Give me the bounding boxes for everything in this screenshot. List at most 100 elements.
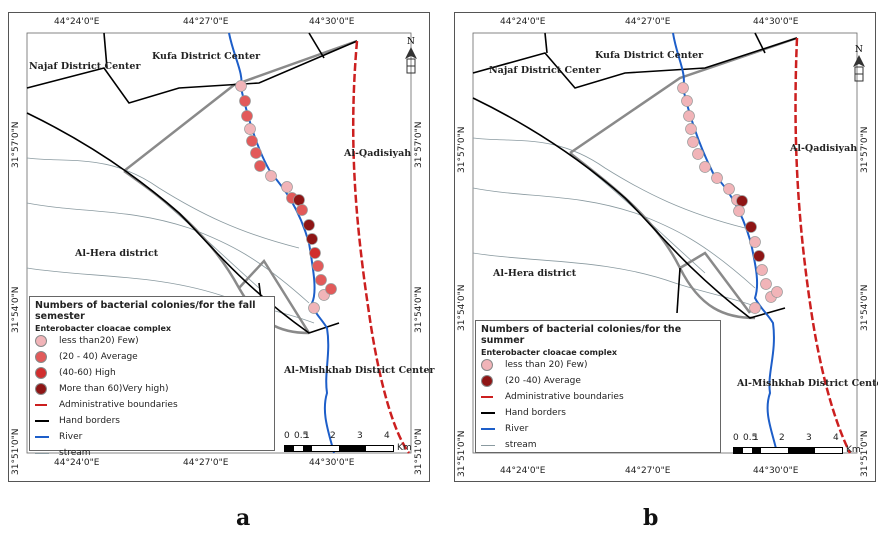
label-hera: Al-Hera district — [75, 248, 159, 259]
legend-dot-icon — [35, 335, 47, 347]
sample-point — [711, 172, 723, 184]
legend-item: Administrative boundaries — [481, 389, 715, 405]
legend-item-label: Hand borders — [505, 408, 566, 418]
sample-point — [309, 247, 321, 259]
legend-dot-icon — [35, 383, 47, 395]
legend-item-label: More than 60)Very high) — [59, 384, 169, 394]
sample-point — [753, 250, 765, 262]
hand-border-line — [472, 37, 798, 89]
sample-point — [733, 205, 745, 217]
road-line — [679, 251, 751, 314]
coord-bottom-2: 44°27'0"E — [625, 466, 671, 476]
legend-line-icon — [35, 436, 49, 438]
legend-item-label: stream — [505, 440, 537, 450]
coord-left-1: 31°57'0"N — [457, 126, 467, 173]
legend-line-icon — [481, 412, 495, 414]
stream-line — [574, 157, 706, 274]
scale-tick-label: 1 — [304, 431, 310, 441]
coord-right-2: 31°54'0"N — [414, 286, 424, 333]
sample-point — [250, 147, 262, 159]
legend-item: less than 20) Few) — [481, 357, 715, 373]
scale-ticks: 0 0.5 1 2 3 4 — [284, 431, 404, 443]
sample-point — [749, 302, 761, 314]
sample-point — [692, 148, 704, 160]
legend-items: less than 20) Few) (20 -40) Average Admini… — [481, 357, 715, 453]
stream-line — [26, 157, 300, 249]
sample-point — [687, 136, 699, 148]
sample-point — [308, 302, 320, 314]
legend-dot-icon — [481, 359, 493, 371]
scale-tick-label: 0.5 — [294, 431, 309, 441]
legend-line-icon — [481, 444, 495, 446]
scale-ticks: 0 0.5 1 2 3 4 — [733, 433, 853, 445]
svg-text:N: N — [855, 45, 863, 55]
legend-item: stream — [35, 445, 269, 461]
scale-tick-label: 0 — [733, 433, 739, 443]
label-qadisiyah: Al-Qadisiyah — [344, 148, 412, 159]
sample-point — [683, 110, 695, 122]
coord-left-2: 31°54'0"N — [11, 286, 21, 333]
coord-top-2: 44°27'0"E — [625, 17, 671, 27]
coord-left-1: 31°57'0"N — [11, 121, 21, 168]
label-najaf: Najaf District Center — [29, 61, 141, 72]
coord-bottom-1: 44°24'0"E — [54, 458, 100, 468]
north-arrow-icon: N — [405, 37, 417, 74]
sample-point — [677, 82, 689, 94]
sample-point — [315, 274, 327, 286]
coord-bottom-3: 44°30'0"E — [753, 466, 799, 476]
sample-point — [749, 236, 761, 248]
legend-item: (20 - 40) Average — [35, 349, 269, 365]
sample-point — [312, 260, 324, 272]
hand-border-line — [26, 40, 358, 104]
sample-point — [244, 123, 256, 135]
sample-point — [241, 110, 253, 122]
sample-point — [685, 123, 697, 135]
legend-item-label: Administrative boundaries — [505, 392, 624, 402]
sample-point — [303, 219, 315, 231]
caption-a: a — [236, 505, 251, 531]
legend-item: River — [35, 429, 269, 445]
legend-subtitle: Enterobacter cloacae complex — [481, 348, 618, 357]
label-mishkhab: Al-Mishkhab District Center — [284, 365, 435, 376]
sample-point — [246, 135, 258, 147]
legend-item-label: River — [59, 432, 83, 442]
svg-text:N: N — [407, 37, 415, 47]
legend-dot-icon — [35, 367, 47, 379]
legend-item: River — [481, 421, 715, 437]
legend-title: Numbers of bacterial colonies/for the fa… — [35, 300, 256, 322]
legend-items: less than20) Few) (20 - 40) Average (40-60… — [35, 333, 269, 461]
sample-point — [745, 221, 757, 233]
sample-point — [265, 170, 277, 182]
caption-b: b — [643, 505, 659, 531]
label-qadisiyah: Al-Qadisiyah — [790, 143, 858, 154]
coord-left-2: 31°54'0"N — [457, 284, 467, 331]
coord-bottom-1: 44°24'0"E — [500, 466, 546, 476]
coord-top-1: 44°24'0"E — [54, 17, 100, 27]
scale-tick-label: 4 — [384, 431, 390, 441]
legend-line-icon — [35, 420, 49, 422]
coord-left-3: 31°51'0"N — [11, 428, 21, 475]
sample-point — [235, 80, 247, 92]
legend-item: (40-60) High — [35, 365, 269, 381]
legend-subtitle: Enterobacter cloacae complex — [35, 324, 172, 333]
legend-line-icon — [481, 428, 495, 430]
label-najaf: Najaf District Center — [489, 65, 601, 76]
map-legend-b: Numbers of bacterial colonies/for the su… — [475, 320, 721, 453]
legend-title: Numbers of bacterial colonies/for the su… — [481, 324, 682, 346]
coord-right-3: 31°51'0"N — [414, 428, 424, 475]
scale-tick-label: 0.5 — [743, 433, 758, 443]
sample-point — [306, 233, 318, 245]
coord-bottom-3: 44°30'0"E — [309, 458, 355, 468]
sample-point — [771, 286, 783, 298]
label-hera: Al-Hera district — [493, 268, 577, 279]
legend-item-label: stream — [59, 448, 91, 458]
sample-point — [736, 195, 748, 207]
scale-tick-label: 1 — [753, 433, 759, 443]
stream-line — [472, 187, 756, 289]
label-kufa: Kufa District Center — [595, 50, 704, 61]
legend-item-label: (40-60) High — [59, 368, 116, 378]
coord-right-1: 31°57'0"N — [860, 126, 870, 173]
scale-tick-label: 3 — [806, 433, 812, 443]
coord-top-1: 44°24'0"E — [500, 17, 546, 27]
sample-point — [681, 95, 693, 107]
